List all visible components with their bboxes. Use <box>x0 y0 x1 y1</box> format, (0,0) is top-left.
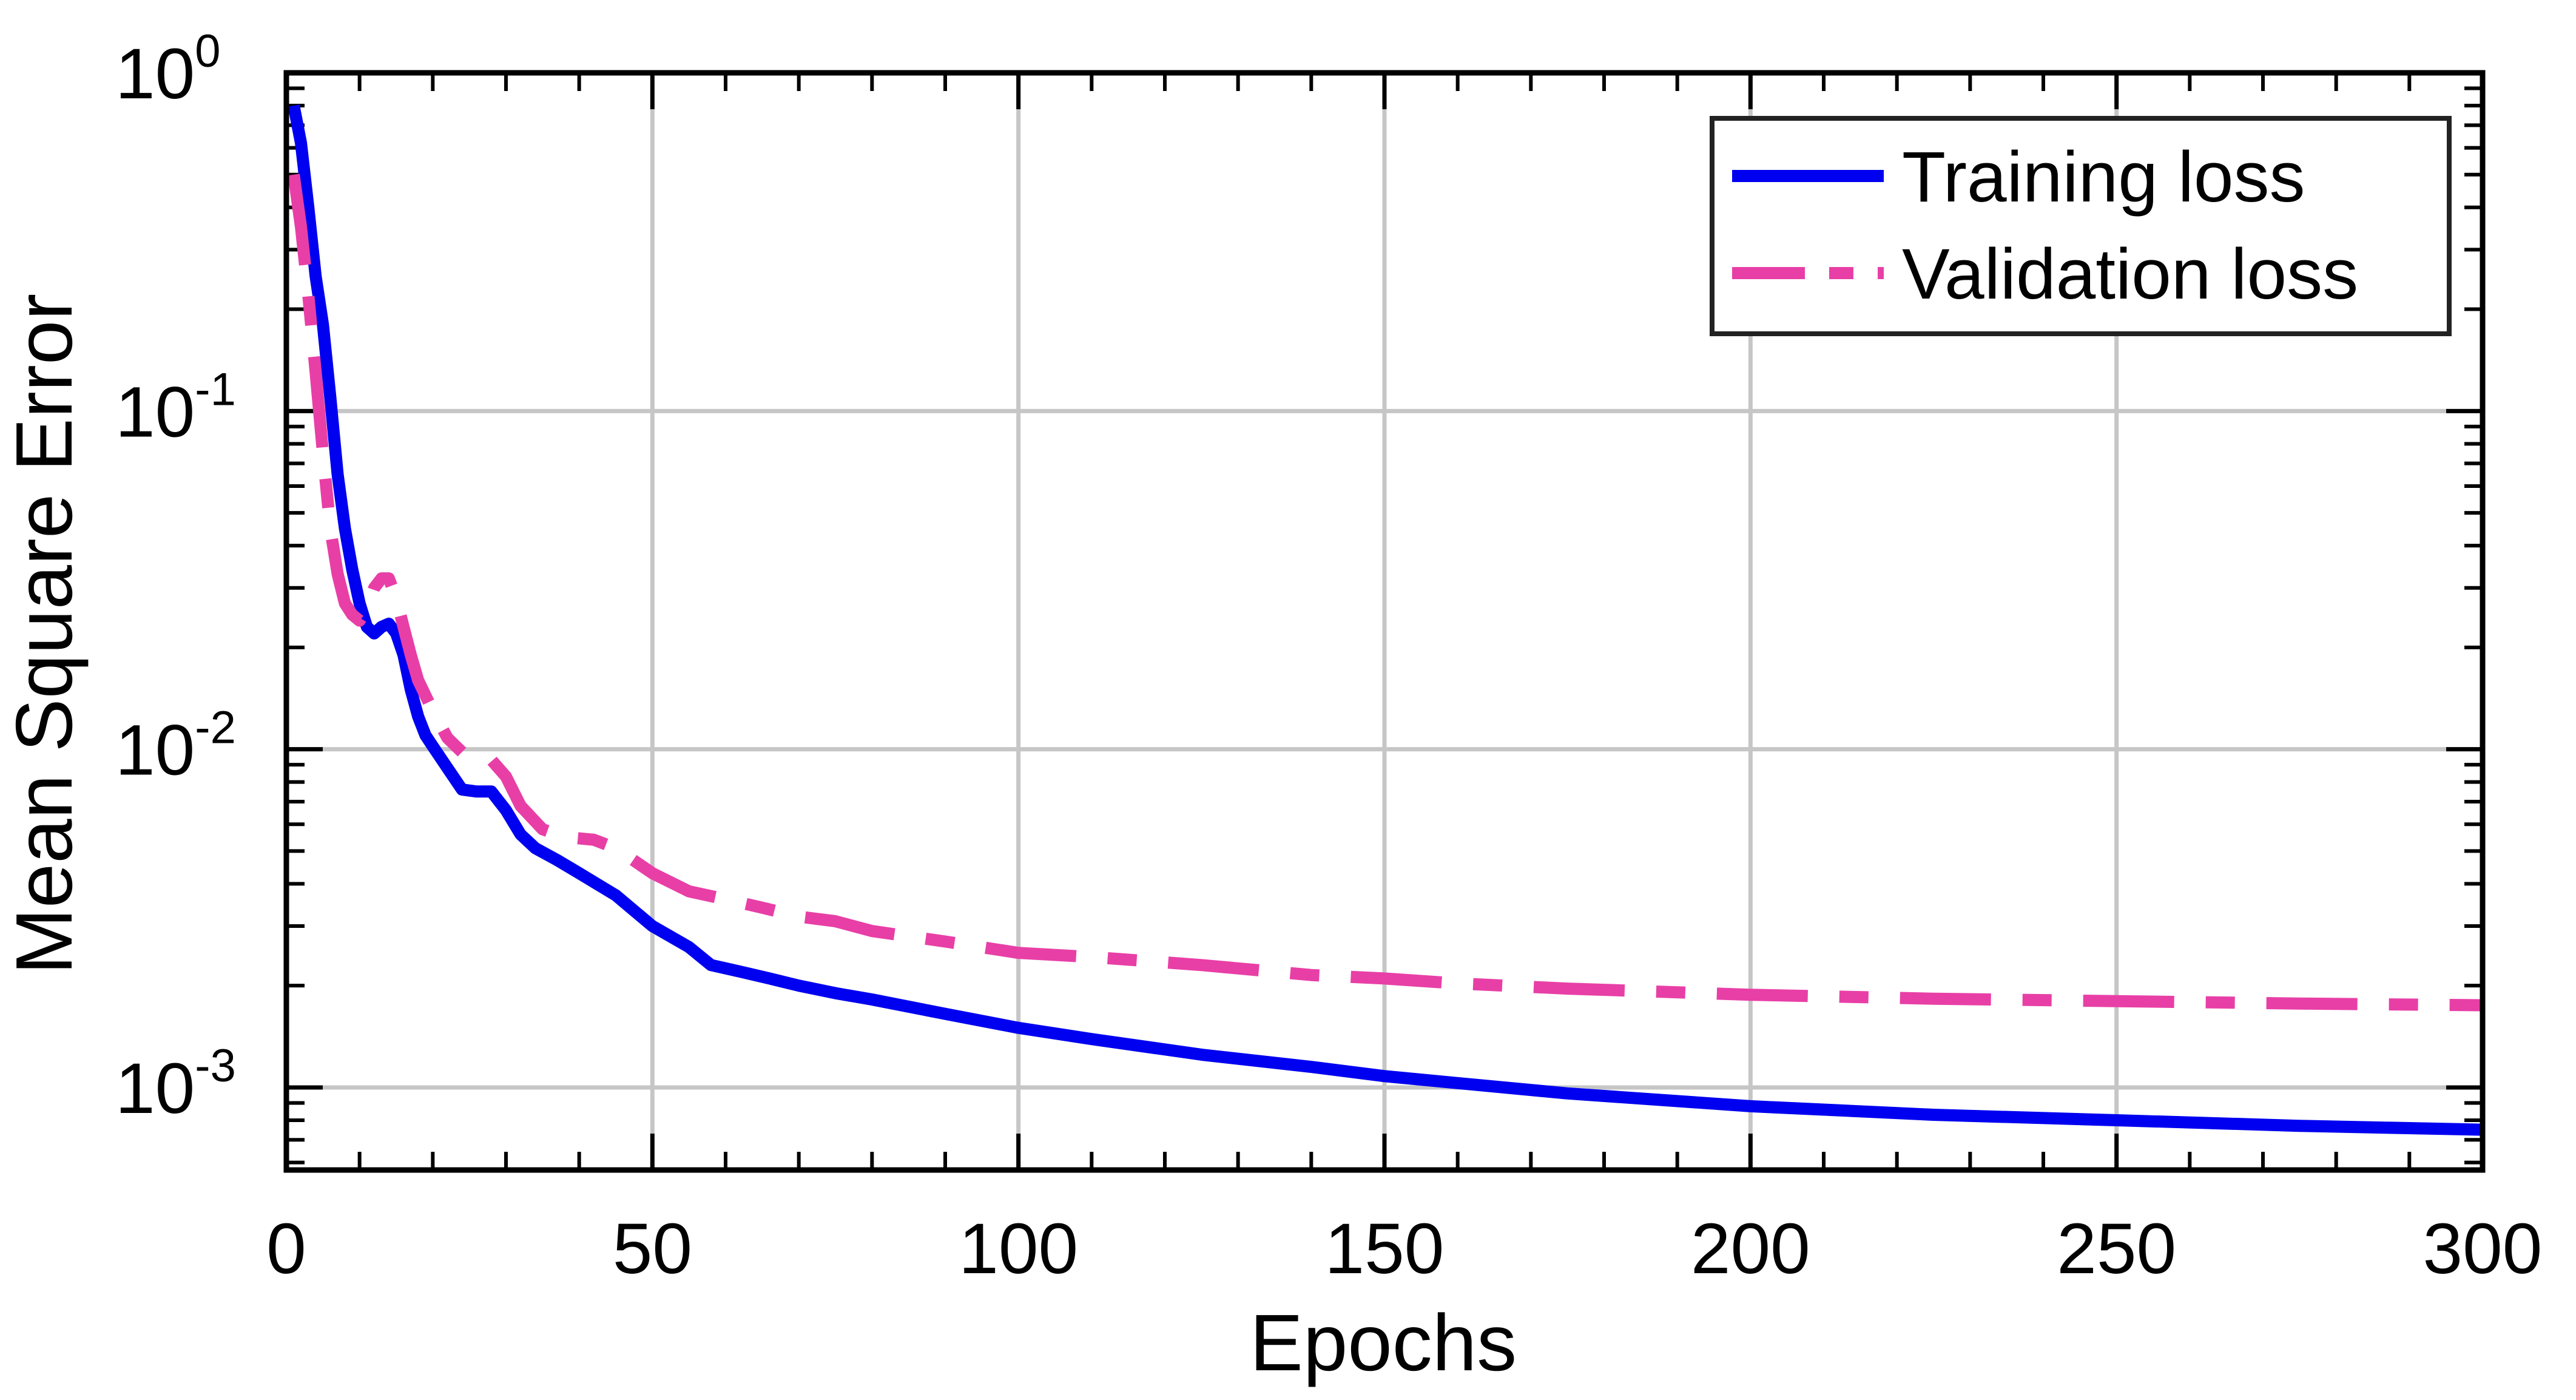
y-tick-base: 10 <box>115 1049 195 1129</box>
y-tick-exponent: 0 <box>195 25 220 77</box>
x-tick-labels: 0 50 100 150 200 250 300 <box>266 1209 2542 1289</box>
y-axis-title: Mean Square Error <box>0 294 89 975</box>
series-lines <box>288 104 2483 1136</box>
y-tick-base: 10 <box>115 372 195 452</box>
y-tick-label: 10-1 <box>115 364 236 452</box>
y-tick-base: 10 <box>115 34 195 114</box>
x-tick-label: 250 <box>2057 1209 2176 1289</box>
plot-frame <box>283 70 2486 1173</box>
y-tick-base: 10 <box>115 711 195 791</box>
y-tick-label: 100 <box>115 25 221 114</box>
x-tick-label: 50 <box>613 1209 692 1289</box>
legend-label: Validation loss <box>1902 234 2358 314</box>
x-axis-title: Epochs <box>1250 1298 1517 1387</box>
x-tick-label: 150 <box>1325 1209 1445 1289</box>
y-tick-exponent: -1 <box>195 364 236 415</box>
legend: Training loss Validation loss <box>1710 116 2452 336</box>
series-line <box>288 104 2483 1136</box>
y-tick-exponent: -2 <box>195 702 236 754</box>
x-tick-label: 0 <box>266 1209 306 1289</box>
x-tick-label: 100 <box>959 1209 1078 1289</box>
legend-label: Training loss <box>1902 137 2305 217</box>
y-tick-label: 10-2 <box>115 702 236 791</box>
series-line <box>288 174 2483 1012</box>
y-tick-label: 10-3 <box>115 1040 236 1129</box>
legend-box <box>1710 116 2452 336</box>
y-tick-exponent: -3 <box>195 1040 236 1092</box>
x-tick-label: 200 <box>1691 1209 1810 1289</box>
x-tick-label: 300 <box>2423 1209 2543 1289</box>
